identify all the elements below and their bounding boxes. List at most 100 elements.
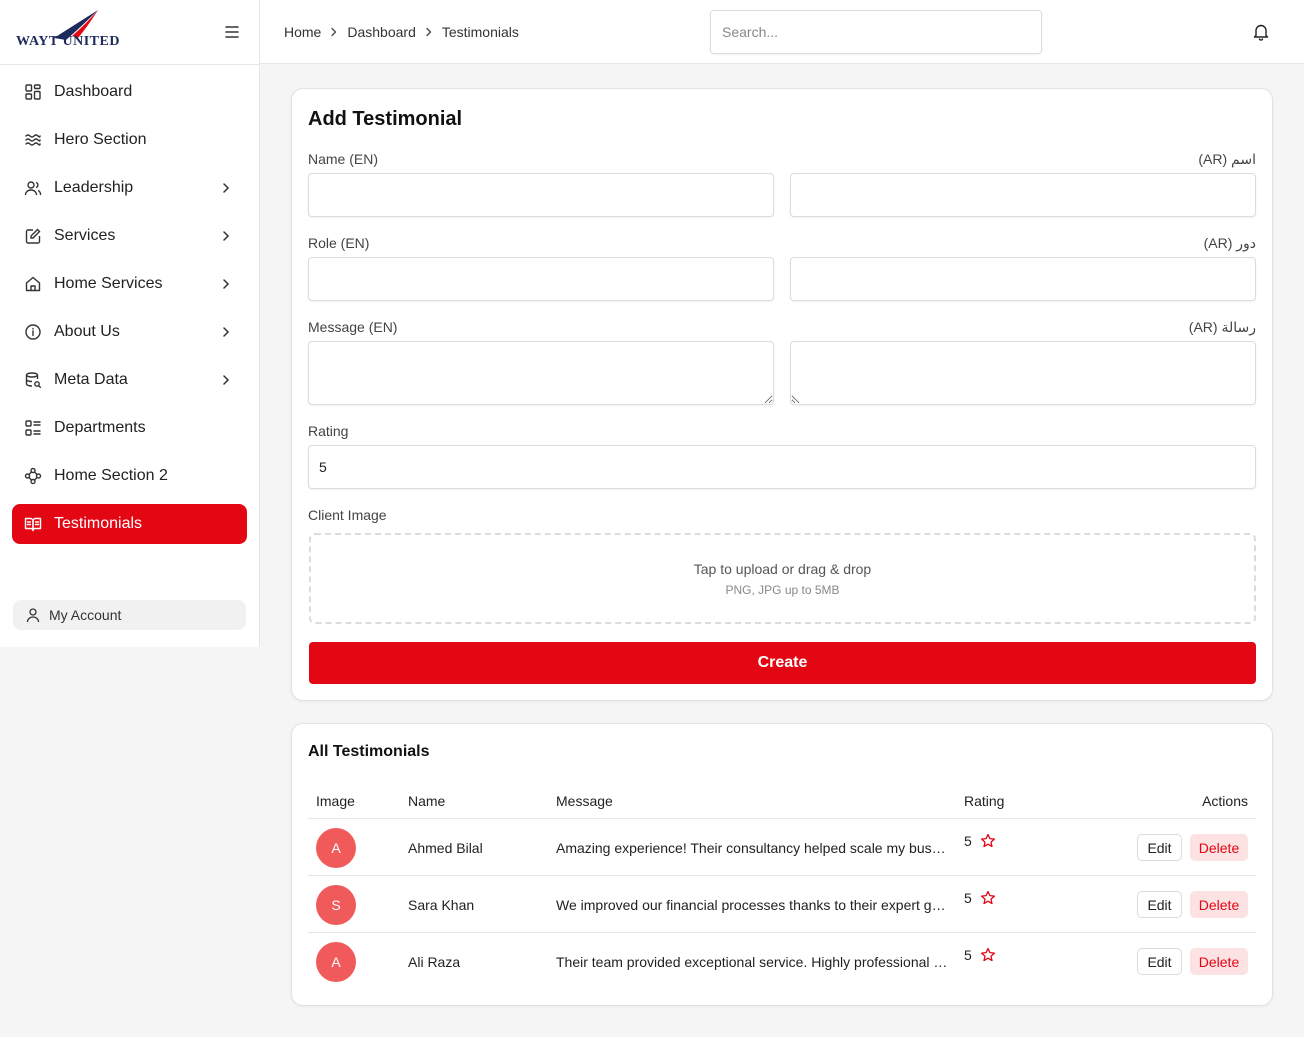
hamburger-menu-icon[interactable] [222,22,242,42]
sidebar-item-hero-section[interactable]: Hero Section [12,120,247,160]
sidebar-item-meta-data[interactable]: Meta Data [12,360,247,400]
chevron-right-icon [223,375,230,385]
brand-logo[interactable]: WAYT UNITED [16,10,141,54]
sidebar-nav: Dashboard Hero Section Leadership Servic… [12,72,247,552]
rating-value: 5 [964,947,972,963]
breadcrumb-current: Testimonials [441,24,519,40]
rating-value: 5 [964,890,972,906]
all-testimonials-card: All Testimonials Image Name Message Rati… [291,723,1273,1006]
breadcrumb-dashboard[interactable]: Dashboard [347,24,416,40]
row-rating: 5 [964,833,996,849]
role-ar-label: دور (AR) [1203,235,1256,251]
sidebar-item-about-us[interactable]: About Us [12,312,247,352]
edit-doc-icon [25,228,41,244]
create-button[interactable]: Create [309,642,1256,684]
row-message: Amazing experience! Their consultancy he… [556,840,948,856]
rating-value: 5 [964,833,972,849]
client-image-label: Client Image [308,507,387,523]
image-dropzone[interactable]: Tap to upload or drag & drop PNG, JPG up… [309,533,1256,624]
users-icon [24,181,42,196]
avatar: S [316,885,356,925]
dashboard-icon [25,84,41,100]
waves-icon [25,134,41,146]
chevron-right-icon [331,27,337,37]
col-name: Name [408,793,446,809]
account-label: My Account [49,607,122,623]
table-row: A Ahmed Bilal Amazing experience! Their … [308,819,1256,876]
name-en-label: Name (EN) [308,151,379,167]
star-icon [980,947,995,962]
sidebar-item-leadership[interactable]: Leadership [12,168,247,208]
sidebar: WAYT UNITED Dashboard Hero Section Leade… [0,0,260,647]
home-icon [25,276,41,292]
book-open-icon [24,517,42,532]
list-title: All Testimonials [308,743,430,760]
delete-button[interactable]: Delete [1190,948,1248,975]
upload-text: Tap to upload or drag & drop [693,561,872,577]
sidebar-item-label: Dashboard [54,83,133,100]
message-ar-label: رسالة (AR) [1188,319,1256,335]
my-account-button[interactable]: My Account [13,600,246,630]
row-name: Sara Khan [408,897,475,913]
avatar: A [316,828,356,868]
role-ar-input[interactable] [790,257,1256,301]
sidebar-item-label: Home Services [54,275,163,292]
row-message: We improved our financial processes than… [556,897,948,913]
sidebar-item-home-services[interactable]: Home Services [12,264,247,304]
role-en-label: Role (EN) [308,235,370,251]
col-image: Image [316,793,355,809]
breadcrumb: Home Dashboard Testimonials [284,24,519,40]
role-en-input[interactable] [308,257,774,301]
sidebar-item-testimonials[interactable]: Testimonials [12,504,247,544]
chevron-right-icon [223,327,230,337]
delete-button[interactable]: Delete [1190,891,1248,918]
table-row: S Sara Khan We improved our financial pr… [308,876,1256,933]
info-icon [25,324,41,340]
upload-hint: PNG, JPG up to 5MB [725,583,840,597]
sidebar-item-label: Services [54,227,116,244]
edit-button[interactable]: Edit [1137,891,1182,918]
sidebar-item-dashboard[interactable]: Dashboard [12,72,247,112]
sidebar-item-label: Leadership [54,179,134,196]
form-title: Add Testimonial [308,108,463,130]
name-en-input[interactable] [308,173,774,217]
col-rating: Rating [964,793,1005,809]
breadcrumb-home[interactable]: Home [284,24,322,40]
sidebar-item-label: Testimonials [54,515,143,532]
search-input[interactable] [710,10,1042,54]
user-icon [26,608,40,623]
edit-button[interactable]: Edit [1137,948,1182,975]
sidebar-item-label: Meta Data [54,371,128,388]
delete-button[interactable]: Delete [1190,834,1248,861]
row-rating: 5 [964,890,996,906]
sidebar-item-label: Hero Section [54,131,147,148]
table-header: Image Name Message Rating Actions [308,782,1256,819]
message-ar-textarea[interactable] [790,341,1256,405]
sidebar-item-services[interactable]: Services [12,216,247,256]
brand-name: WAYT UNITED [16,34,120,49]
message-en-textarea[interactable] [308,341,774,405]
add-testimonial-card: Add Testimonial Name (EN) اسم (AR) Role … [291,88,1273,701]
message-en-label: Message (EN) [308,319,398,335]
star-icon [980,890,995,905]
row-name: Ahmed Bilal [408,840,483,856]
rating-label: Rating [308,423,349,439]
sidebar-item-label: About Us [54,323,120,340]
col-actions: Actions [1202,793,1248,809]
list-grid-icon [25,420,41,436]
sidebar-item-label: Departments [54,419,146,436]
sidebar-item-home-section-2[interactable]: Home Section 2 [12,456,247,496]
logo-row: WAYT UNITED [0,0,259,65]
edit-button[interactable]: Edit [1137,834,1182,861]
logo-swoosh-icon [54,10,98,40]
col-message: Message [556,793,613,809]
chevron-right-icon [223,279,230,289]
row-message: Their team provided exceptional service.… [556,954,948,970]
bell-icon[interactable] [1253,23,1269,41]
sidebar-item-departments[interactable]: Departments [12,408,247,448]
database-search-icon [25,372,42,389]
topbar: Home Dashboard Testimonials [260,0,1304,64]
rating-input[interactable] [308,445,1256,489]
name-ar-input[interactable] [790,173,1256,217]
chevron-right-icon [426,27,432,37]
